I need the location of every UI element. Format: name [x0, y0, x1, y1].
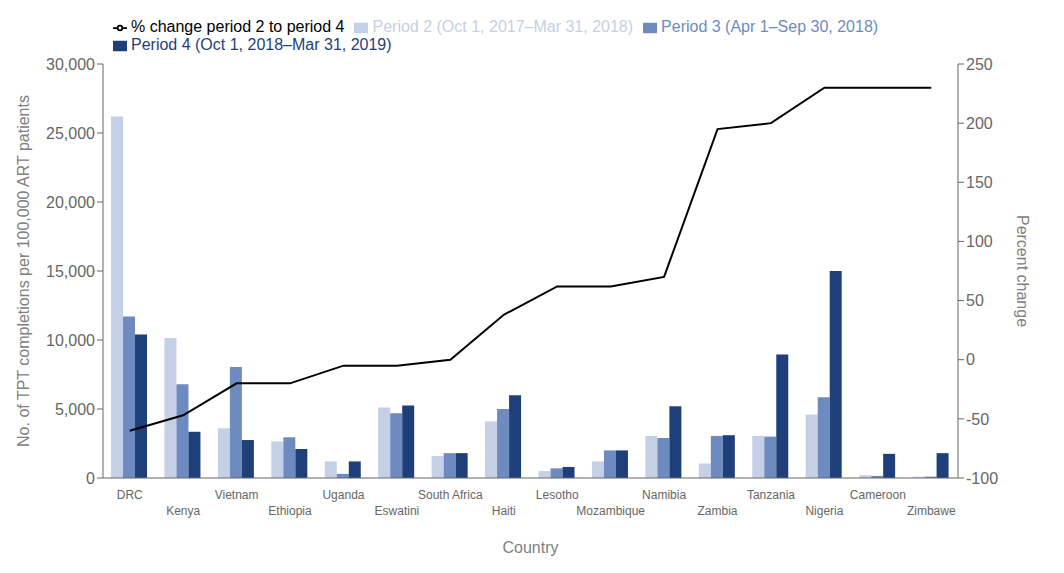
- html-text:Period 2 (Oct 1, 2017–Mar 31,: Period 2 (Oct 1, 2017–Mar 31, 2018): [372, 18, 634, 35]
- svg-text:Country: Country: [502, 539, 558, 556]
- svg-text:15,000: 15,000: [46, 263, 95, 280]
- svg-text:Tanzania: Tanzania: [747, 488, 795, 502]
- svg-text:Cameroon: Cameroon: [850, 488, 906, 502]
- html-text:Period 3 (Apr 1–Sep 30, 2018): Period 3 (Apr 1–Sep 30, 2018): [661, 18, 879, 35]
- svg-text:Lesotho: Lesotho: [536, 488, 579, 502]
- svg-text:Ethiopia: Ethiopia: [268, 504, 312, 518]
- svg-text:No. of TPT completions per 100: No. of TPT completions per 100,000 ART p…: [15, 95, 32, 447]
- svg-text:25,000: 25,000: [46, 125, 95, 142]
- svg-text:Mozambique: Mozambique: [576, 504, 645, 518]
- html-text:Period 4 (Oct 1, 2018–Mar 31,: Period 4 (Oct 1, 2018–Mar 31, 2019): [131, 36, 392, 53]
- svg-text:50: 50: [966, 292, 984, 309]
- svg-text:-50: -50: [966, 411, 989, 428]
- svg-text:Eswatini: Eswatini: [375, 504, 420, 518]
- svg-text:0: 0: [86, 470, 95, 487]
- svg-text:250: 250: [966, 56, 993, 73]
- svg-text:Haiti: Haiti: [492, 504, 516, 518]
- svg-text:Vietnam: Vietnam: [215, 488, 259, 502]
- svg-text:Zambia: Zambia: [698, 504, 738, 518]
- svg-text:5,000: 5,000: [55, 401, 95, 418]
- svg-text:200: 200: [966, 115, 993, 132]
- svg-text:DRC: DRC: [117, 488, 143, 502]
- svg-text:Kenya: Kenya: [166, 504, 200, 518]
- svg-text:30,000: 30,000: [46, 56, 95, 73]
- svg-text:South Africa: South Africa: [418, 488, 483, 502]
- svg-text:Zimbawe: Zimbawe: [907, 504, 956, 518]
- svg-text:150: 150: [966, 174, 993, 191]
- svg-text:0: 0: [966, 351, 975, 368]
- svg-text:100: 100: [966, 233, 993, 250]
- html-text:% change period 2 to period 4: % change period 2 to period 4: [131, 18, 345, 35]
- svg-text:20,000: 20,000: [46, 194, 95, 211]
- svg-text:Namibia: Namibia: [642, 488, 686, 502]
- svg-text:Nigeria: Nigeria: [805, 504, 843, 518]
- svg-text:-100: -100: [966, 470, 998, 487]
- svg-text:Percent change: Percent change: [1014, 215, 1031, 327]
- svg-text:10,000: 10,000: [46, 332, 95, 349]
- svg-text:Uganda: Uganda: [322, 488, 364, 502]
